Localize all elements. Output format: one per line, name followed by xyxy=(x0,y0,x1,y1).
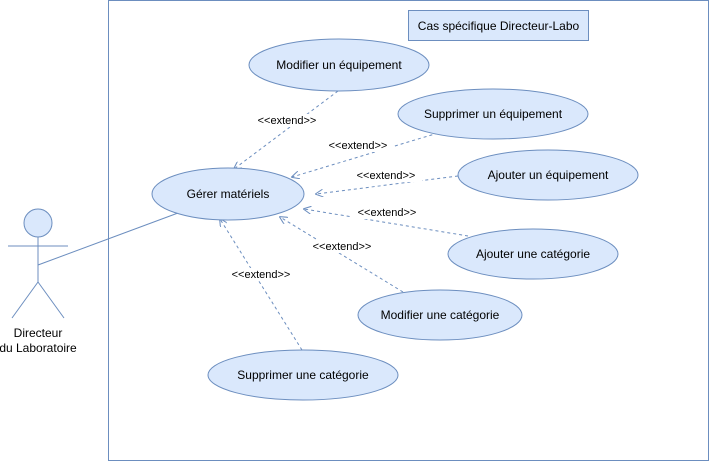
extend-label-ajouter-equipement: <<extend>> xyxy=(357,170,416,182)
system-title: Cas spécifique Directeur-Labo xyxy=(418,19,580,33)
use-case-modifier-equipement: Modifier un équipement xyxy=(248,38,430,92)
extend-arrow-ajouter-categorie xyxy=(304,209,469,237)
actor-name-line2: du Laboratoire xyxy=(0,341,77,355)
system-title-box xyxy=(408,10,589,41)
use-case-modifier-categorie: Modifier une catégorie xyxy=(357,289,523,341)
use-case-label-ajouter-equipement: Ajouter un équipement xyxy=(488,168,609,182)
use-case-label-supprimer-categorie: Supprimer une catégorie xyxy=(237,368,369,382)
association-line xyxy=(37,212,179,266)
use-case-label-modifier-equipement: Modifier un équipement xyxy=(276,58,402,72)
extend-arrow-supprimer-equipement xyxy=(292,132,439,177)
use-case-supprimer-categorie: Supprimer une catégorie xyxy=(207,349,399,401)
extend-label-ajouter-categorie: <<extend>> xyxy=(358,207,417,219)
actor-directeur xyxy=(8,208,68,319)
use-case-label-modifier-categorie: Modifier une catégorie xyxy=(381,308,500,322)
extend-arrow-modifier-equipement xyxy=(234,90,339,169)
actor-head xyxy=(23,208,53,238)
use-case-label-gerer: Gérer matériels xyxy=(187,187,270,201)
use-case-gerer-materiels: Gérer matériels xyxy=(151,167,305,221)
use-case-label-supprimer-equipement: Supprimer un équipement xyxy=(424,107,563,121)
extend-label-supprimer-equipement: <<extend>> xyxy=(329,140,388,152)
actor-name-line1: Directeur xyxy=(14,326,63,340)
extend-label-supprimer-categorie: <<extend>> xyxy=(232,269,291,281)
extend-arrow-modifier-categorie xyxy=(280,217,404,293)
use-case-ajouter-categorie: Ajouter une catégorie xyxy=(447,228,619,280)
extend-arrow-supprimer-categorie xyxy=(220,219,303,351)
use-case-supprimer-equipement: Supprimer un équipement xyxy=(397,88,589,140)
extend-label-modifier-categorie: <<extend>> xyxy=(313,241,372,253)
use-case-label-ajouter-categorie: Ajouter une catégorie xyxy=(476,247,590,261)
use-case-ajouter-equipement: Ajouter un équipement xyxy=(457,149,639,201)
extend-label-modifier-equipement: <<extend>> xyxy=(258,115,317,127)
